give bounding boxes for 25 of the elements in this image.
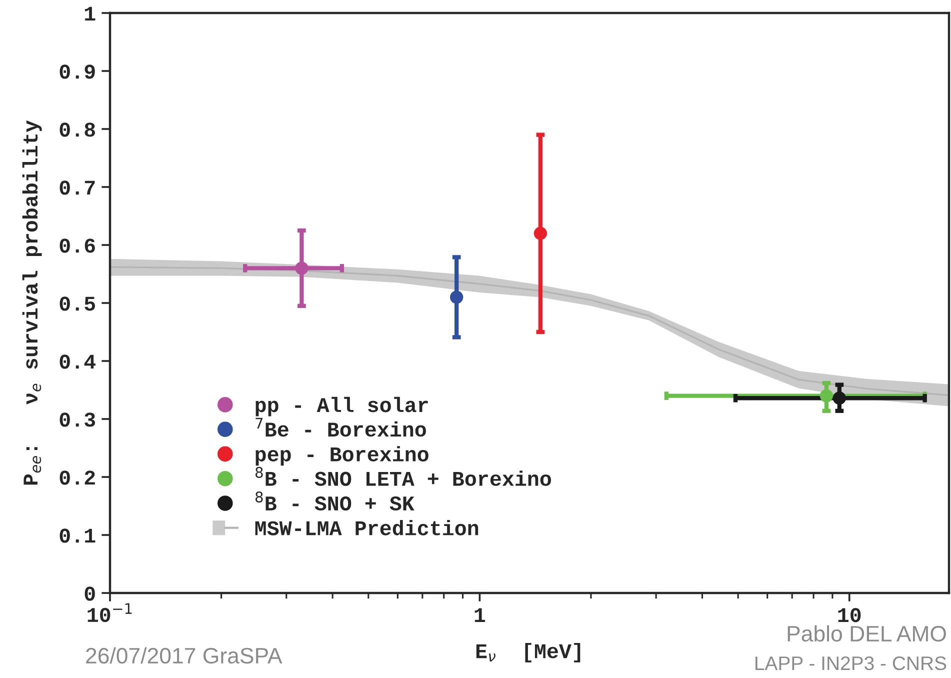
legend-label: pp - All solar xyxy=(256,396,428,416)
y-tick-label: 0 xyxy=(84,586,95,601)
y-tick-label: 1 xyxy=(85,6,96,21)
y-tick-label: 0.1 xyxy=(60,528,96,543)
y-tick-label: 0.7 xyxy=(60,180,95,195)
y-tick-label: 0.8 xyxy=(60,122,95,137)
x-tick-label: 10$^{−1}$ xyxy=(88,603,132,622)
text: E$_{ν}$ [MeV] xyxy=(476,642,580,662)
text: LAPP - IN2P3 - CNRS xyxy=(756,656,946,670)
y-tick-label: 0.2 xyxy=(60,470,95,485)
y-tick-label: 0.6 xyxy=(60,238,95,253)
legend-label: $^{8}$B - SNO LETA + Borexino xyxy=(256,466,551,486)
text: 26/07/2017 GraSPA xyxy=(86,647,282,664)
text: Pablo DEL AMO xyxy=(788,625,946,642)
y-tick-label: 0.5 xyxy=(60,296,96,311)
y-axis-title: P$_{ee}$: ν$_{e}$ survival probability xyxy=(22,120,42,485)
x-tick-label: 1 xyxy=(474,608,486,622)
y-tick-label: 0.9 xyxy=(60,64,95,79)
legend-label: pep - Borexino xyxy=(256,446,428,466)
legend-label: $^{7}$Be - Borexino xyxy=(256,418,426,437)
legend-label: $^{8}$B - SNO + SK xyxy=(256,492,414,511)
legend-label: MSW-LMA Prediction xyxy=(255,520,478,536)
y-tick-label: 0.4 xyxy=(60,354,96,369)
x-tick-label: 10 xyxy=(838,608,861,622)
y-tick-label: 0.3 xyxy=(60,412,96,427)
